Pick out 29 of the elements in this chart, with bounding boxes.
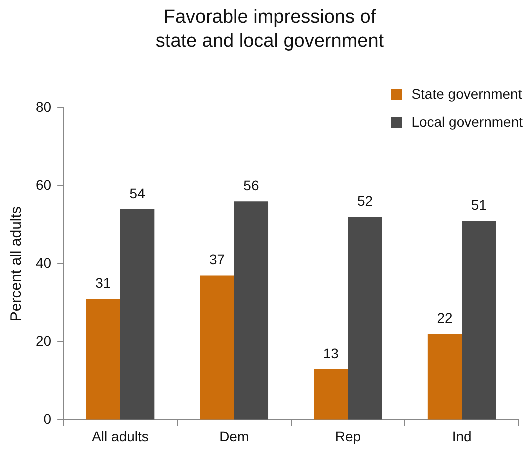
y-tick-label: 40	[36, 254, 52, 271]
bar	[120, 209, 155, 420]
bar	[234, 202, 269, 420]
chart-title: Favorable impressions of state and local government	[154, 6, 386, 54]
x-tick-label: All adults	[92, 428, 149, 444]
y-tick-label: 80	[36, 98, 52, 115]
y-tick-label: 20	[36, 333, 52, 350]
data-label: 56	[244, 178, 260, 194]
bar	[200, 276, 234, 420]
bar	[86, 299, 120, 420]
y-axis-title: Percent all adults	[8, 206, 26, 322]
data-label: 22	[437, 310, 453, 326]
bar	[348, 217, 382, 420]
x-tick-label: Rep	[335, 428, 362, 444]
bar	[314, 369, 348, 420]
y-tick-label: 60	[36, 176, 52, 193]
bar	[462, 221, 496, 420]
legend-label: State government	[412, 86, 522, 102]
data-label: 52	[358, 193, 374, 210]
x-tick-label: Ind	[452, 428, 472, 444]
bar	[428, 334, 462, 420]
y-tick-label: 0	[44, 411, 52, 428]
data-label: 31	[96, 275, 112, 292]
data-label: 51	[471, 197, 488, 214]
data-label: 13	[323, 345, 340, 362]
data-label: 54	[130, 185, 146, 202]
data-label: 37	[209, 252, 226, 268]
x-tick-label: Dem	[220, 428, 250, 444]
legend-label: Local government	[412, 114, 523, 130]
